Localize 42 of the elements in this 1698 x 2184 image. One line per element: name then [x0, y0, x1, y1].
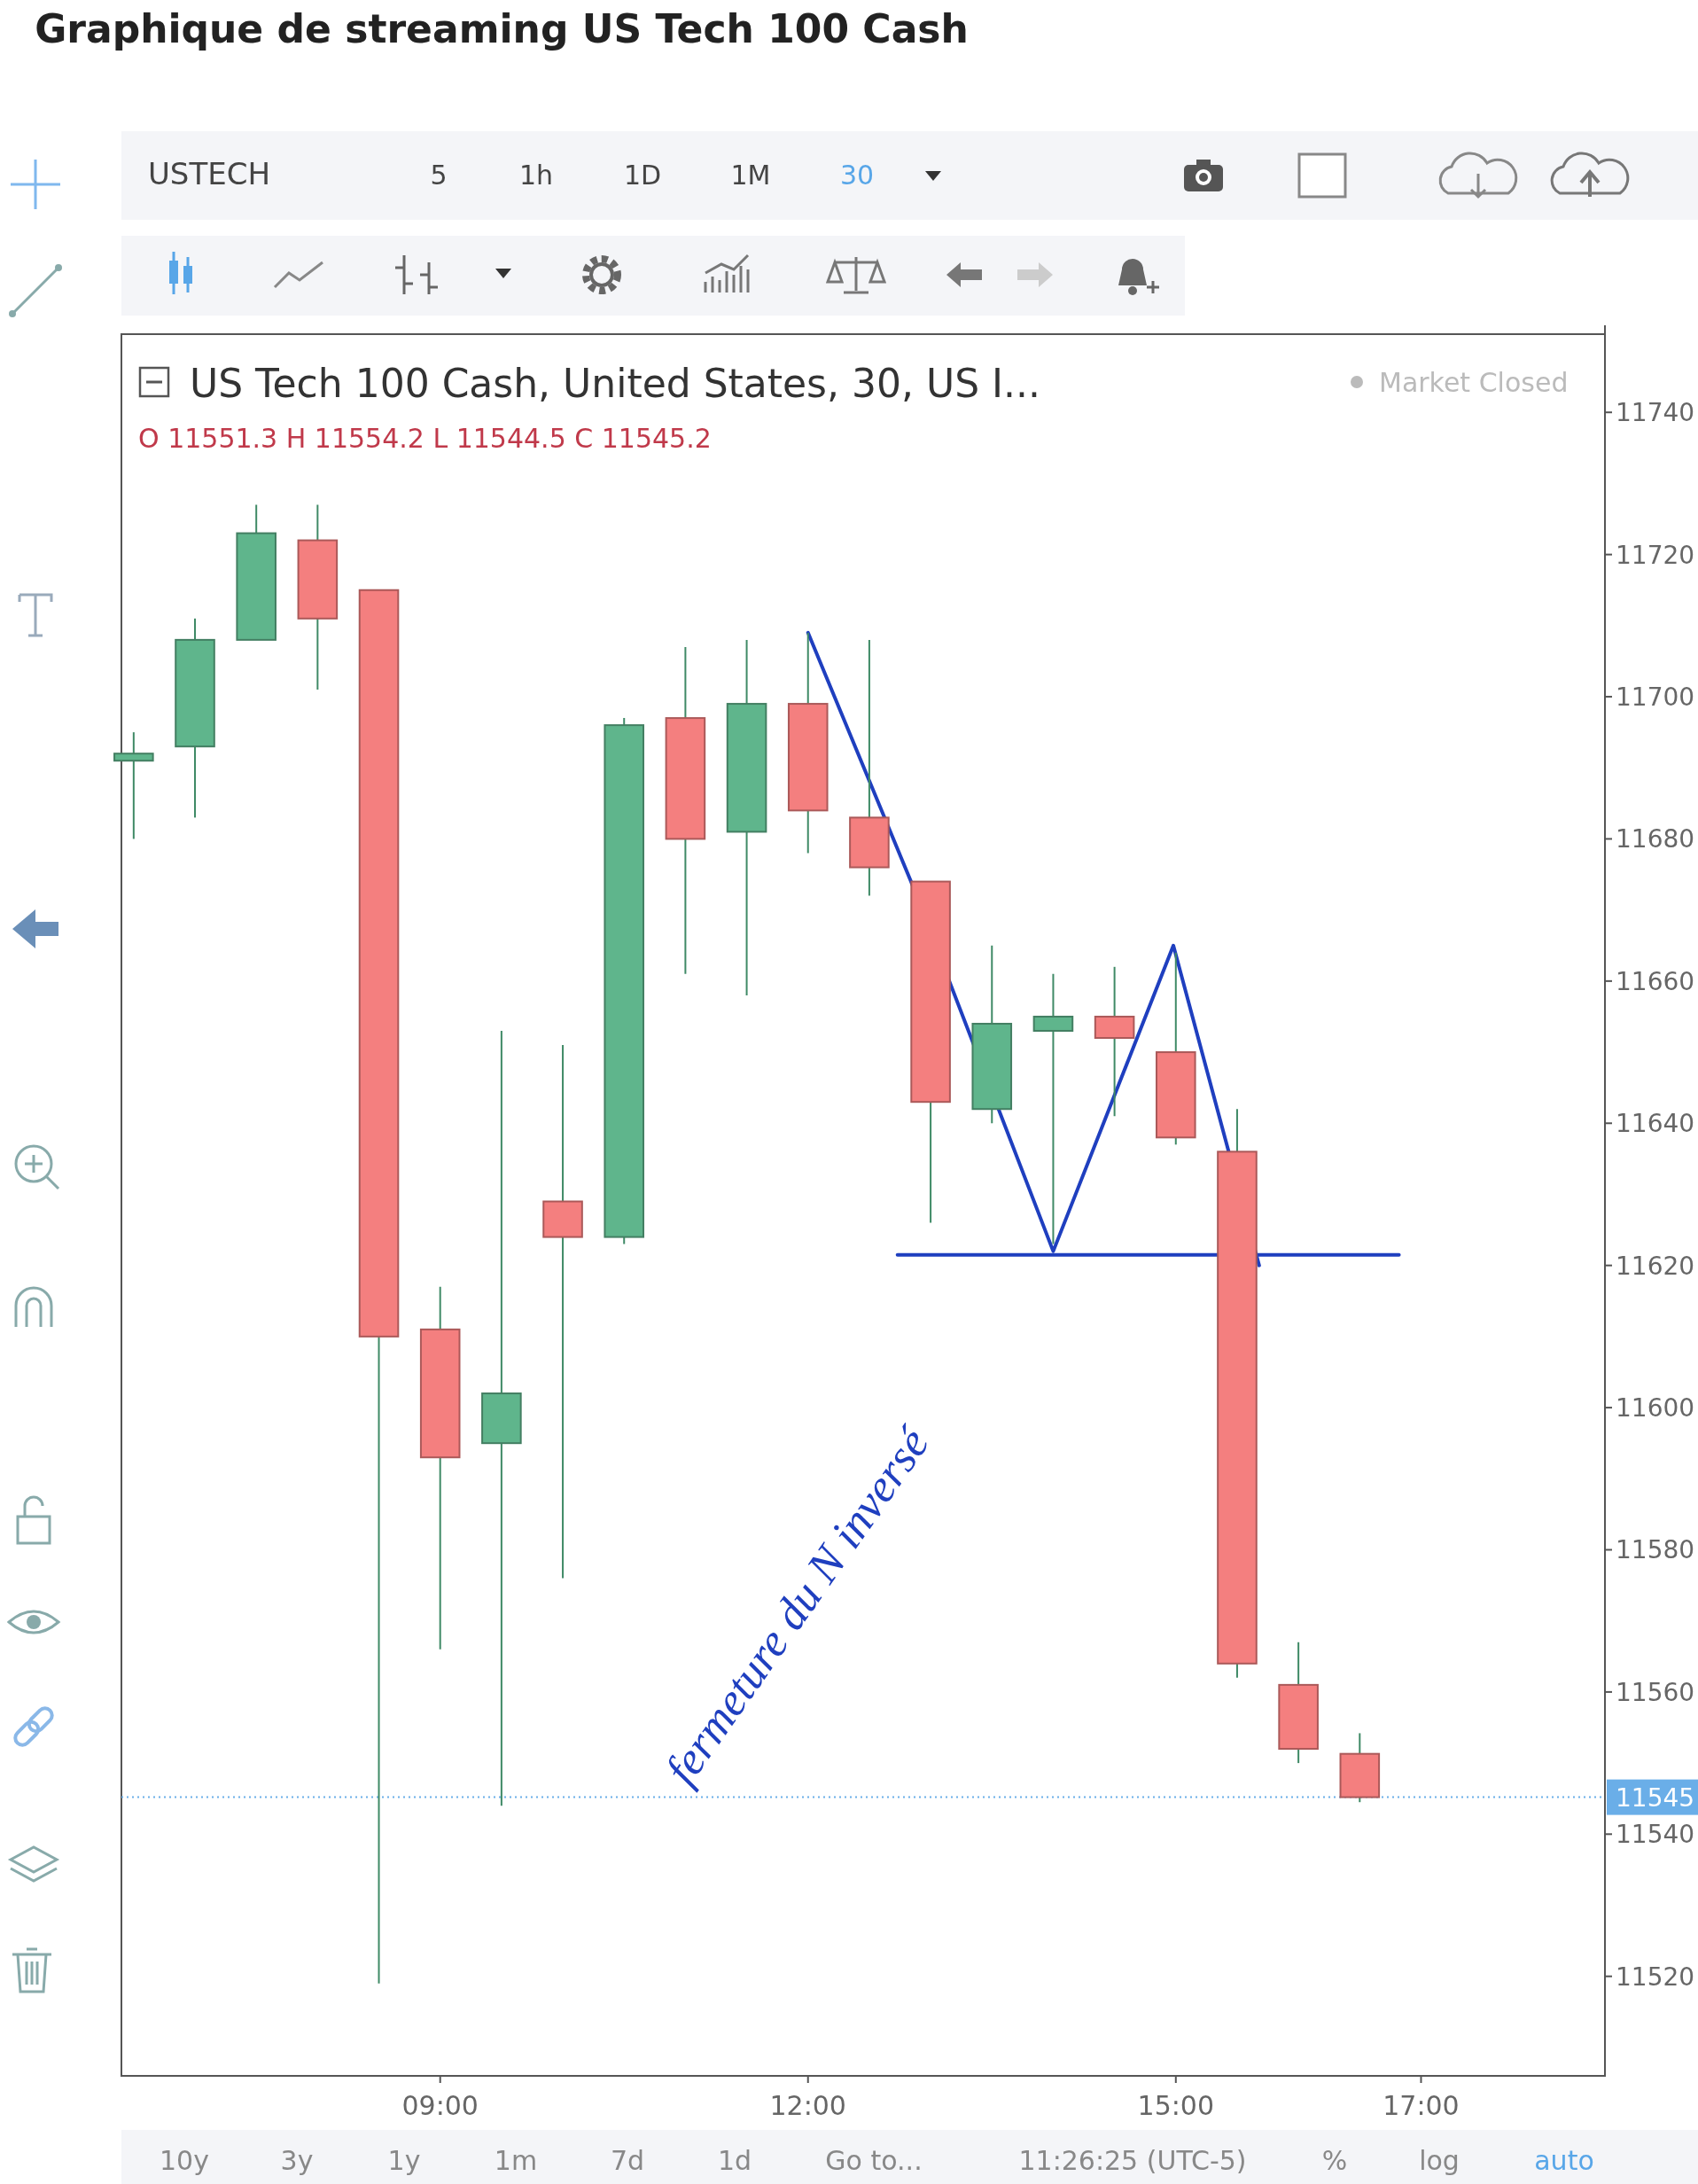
- candlestick: [542, 1044, 583, 1580]
- ref-line-label: 11545: [1616, 1782, 1695, 1813]
- y-tick-label: 11560: [1616, 1677, 1695, 1707]
- y-tick-label: 11580: [1616, 1535, 1695, 1565]
- x-tick-label: 17:00: [1383, 2090, 1460, 2121]
- candlestick: [1032, 972, 1074, 1245]
- text: 10y: [160, 2145, 209, 2176]
- x-tick-label: 15:00: [1137, 2090, 1215, 2121]
- y-tick-label: 11600: [1616, 1393, 1695, 1424]
- y-tick-label: 11620: [1616, 1251, 1695, 1281]
- text: auto: [1534, 2145, 1594, 2176]
- text: 1m: [494, 2145, 538, 2176]
- x-tick-label: 09:00: [401, 2090, 479, 2121]
- text: US Tech 100 Cash, United States, 30, US I...: [190, 361, 1041, 406]
- y-tick-label: 11540: [1616, 1820, 1695, 1850]
- text: Go to...: [825, 2145, 923, 2176]
- text: 7d: [610, 2145, 645, 2176]
- y-tick-label: 11520: [1616, 1962, 1695, 1992]
- y-tick-label: 11680: [1616, 824, 1695, 854]
- text: 1h: [518, 160, 554, 191]
- y-tick-label: 11720: [1616, 540, 1695, 570]
- text: 5: [430, 160, 448, 191]
- chart-title: Graphique de streaming US Tech 100 Cash: [35, 6, 969, 51]
- candlestick: [481, 1030, 522, 1807]
- text: USTECH: [147, 156, 271, 191]
- annotation: O 11551.3 H 11554.2 L 11544.5 C 11545.2: [138, 423, 712, 454]
- annotation: Market Closed: [1379, 367, 1569, 398]
- y-tick-label: 11700: [1616, 682, 1695, 713]
- text: 3y: [280, 2145, 314, 2176]
- text: 1y: [387, 2145, 421, 2176]
- candlestick: [113, 731, 154, 840]
- text: 1d: [717, 2145, 752, 2176]
- text: log: [1419, 2145, 1460, 2176]
- text: 30: [839, 160, 875, 191]
- text: %: [1321, 2145, 1348, 2176]
- text: 11:26:25 (UTC-5): [1018, 2145, 1247, 2176]
- y-tick-label: 11640: [1616, 1109, 1695, 1139]
- y-tick-label: 11740: [1616, 398, 1695, 428]
- y-tick-label: 11660: [1616, 966, 1695, 996]
- text: 1D: [623, 160, 662, 191]
- text: 1M: [730, 160, 771, 191]
- x-tick-label: 12:00: [769, 2090, 846, 2121]
